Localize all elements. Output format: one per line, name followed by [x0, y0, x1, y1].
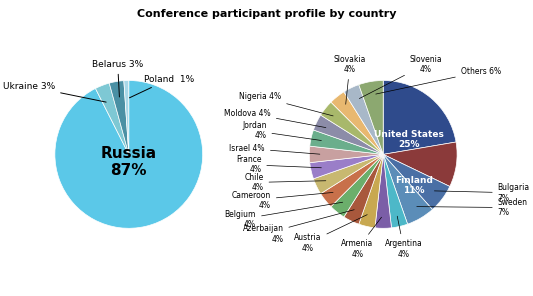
Wedge shape [55, 81, 203, 228]
Text: Others 6%: Others 6% [376, 67, 501, 94]
Wedge shape [383, 155, 432, 224]
Wedge shape [321, 155, 383, 207]
Text: Conference participant profile by country: Conference participant profile by countr… [137, 9, 396, 19]
Wedge shape [321, 102, 383, 155]
Text: Poland  1%: Poland 1% [130, 75, 195, 98]
Wedge shape [383, 81, 456, 155]
Wedge shape [331, 155, 383, 217]
Wedge shape [313, 155, 383, 194]
Wedge shape [331, 92, 383, 155]
Text: Cameroon
4%: Cameroon 4% [232, 191, 333, 210]
Text: Nigeria 4%: Nigeria 4% [239, 92, 333, 116]
Text: France
4%: France 4% [236, 155, 321, 174]
Wedge shape [383, 155, 408, 228]
Wedge shape [313, 115, 383, 155]
Wedge shape [359, 81, 383, 155]
Wedge shape [309, 146, 383, 163]
Text: Ukraine 3%: Ukraine 3% [3, 82, 106, 102]
Wedge shape [310, 155, 383, 179]
Text: Sweden
7%: Sweden 7% [417, 198, 528, 217]
Text: Finland
11%: Finland 11% [395, 176, 433, 195]
Text: Belgium
4%: Belgium 4% [225, 202, 343, 229]
Wedge shape [359, 155, 383, 228]
Text: Russia
87%: Russia 87% [101, 146, 157, 178]
Text: Azerbaijan
4%: Azerbaijan 4% [243, 210, 354, 244]
Wedge shape [344, 85, 383, 155]
Wedge shape [383, 155, 450, 210]
Wedge shape [95, 83, 129, 155]
Text: Chile
4%: Chile 4% [244, 173, 326, 192]
Wedge shape [344, 155, 383, 224]
Text: Armenia
4%: Armenia 4% [341, 217, 382, 259]
Text: Jordan
4%: Jordan 4% [242, 121, 321, 141]
Wedge shape [124, 81, 129, 155]
Text: United States
25%: United States 25% [374, 130, 444, 149]
Text: Belarus 3%: Belarus 3% [92, 60, 143, 97]
Text: Slovenia
4%: Slovenia 4% [359, 54, 442, 99]
Text: Austria
4%: Austria 4% [294, 215, 367, 253]
Wedge shape [310, 130, 383, 155]
Text: Argentina
4%: Argentina 4% [385, 216, 423, 259]
Wedge shape [109, 81, 129, 155]
Text: Slovakia
4%: Slovakia 4% [334, 54, 366, 104]
Text: Moldova 4%: Moldova 4% [224, 109, 326, 128]
Text: Bulgaria
7%: Bulgaria 7% [434, 183, 530, 202]
Text: Israel 4%: Israel 4% [230, 144, 320, 154]
Wedge shape [375, 155, 391, 228]
Wedge shape [383, 142, 457, 186]
